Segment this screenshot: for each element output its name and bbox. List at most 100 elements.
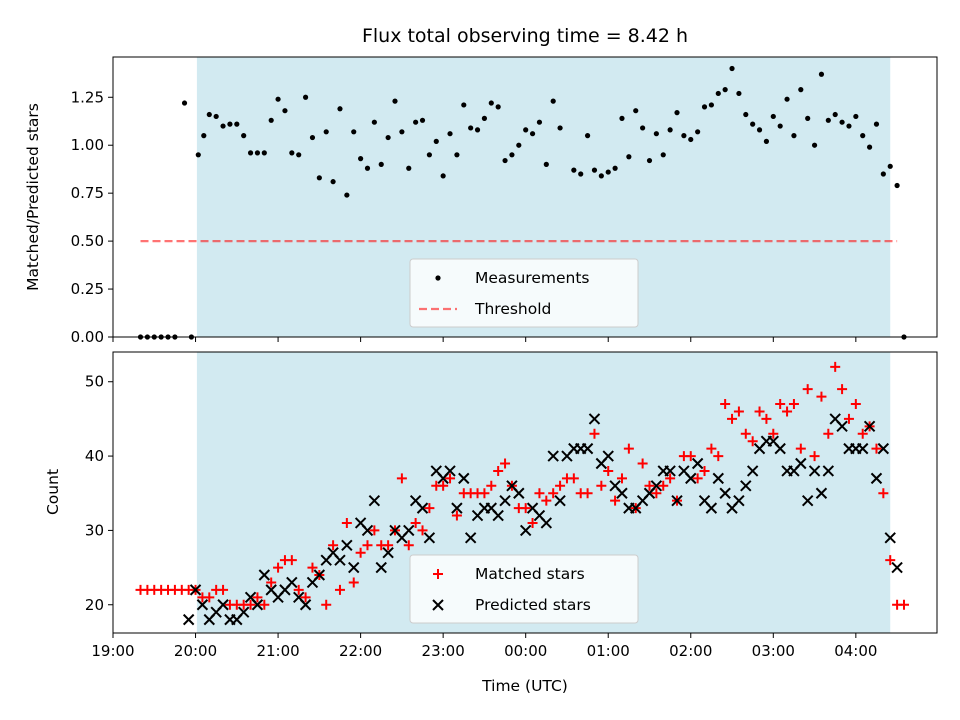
legend-key-predicted [432,599,444,611]
matched-star-point [775,399,786,410]
matched-star-point [300,592,311,603]
matched-star-point [341,517,352,528]
matched-star-point [527,517,538,528]
measurement-point [254,150,261,156]
matched-star-point [451,510,462,521]
x-tick-label: 19:00 [91,642,134,660]
measurement-point [660,152,666,158]
x-tick-label: 02:00 [669,642,712,660]
matched-star-point [706,443,717,454]
measurement-point [195,152,201,158]
matched-star-point [355,547,366,558]
measurement-point [612,165,618,171]
predicted-star-point [650,480,663,492]
measurement-point [832,111,838,118]
predicted-star-point [554,494,566,507]
measurement-point [818,71,825,77]
measurement-point [261,150,267,156]
predicted-star-point [348,561,360,574]
matched-star-point [665,473,676,484]
predicted-star-point [691,457,704,470]
measurement-point [784,96,790,102]
predicted-star-point [808,465,821,477]
measurement-point [750,121,756,127]
measurement-point [805,115,811,121]
measurement-point [729,65,735,72]
predicted-star-point [458,472,470,485]
predicted-star-point [519,524,532,537]
matched-star-point [293,584,304,595]
matched-star-point [610,495,621,506]
matched-star-point [898,599,909,610]
matched-star-point [871,443,882,454]
matched-star-point [740,428,751,439]
matched-star-point [809,451,820,462]
predicted-star-point [182,613,195,626]
predicted-star-point [795,457,807,470]
predicted-star-point [685,472,697,485]
measurement-point [640,125,646,131]
predicted-star-point [877,442,890,455]
matched-star-point [334,584,345,595]
top-y-axis-label: Matched/Predicted stars [24,103,42,291]
matched-star-point [850,399,861,410]
measurement-point [529,131,536,137]
predicted-star-point [719,487,731,499]
measurement-point [798,87,804,93]
measurement-point [873,121,880,127]
predicted-star-point [616,487,628,499]
matched-star-point [245,599,256,610]
predicted-star-point [492,509,504,522]
matched-star-point [479,488,490,499]
predicted-star-point [313,569,326,581]
predicted-star-point [540,517,553,529]
measurement-point [763,138,770,144]
predicted-star-point [237,606,250,618]
predicted-star-point [547,450,559,462]
measurement-point [454,152,460,158]
matched-star-point [555,480,566,491]
matched-star-point [823,428,834,439]
measurement-point [440,173,446,179]
measurement-point [743,111,749,118]
predicted-star-point [499,494,511,507]
predicted-star-point [801,494,814,507]
measurement-point [825,117,831,123]
matched-star-point [403,540,414,551]
measurement-point [756,127,763,133]
matched-star-point [768,428,779,439]
matched-star-point [348,577,359,588]
predicted-star-point [733,494,745,507]
matched-star-point [266,577,277,588]
measurement-point [584,133,591,139]
measurement-point [894,182,900,189]
legend-label: Threshold [474,300,551,318]
predicted-star-point [712,472,724,485]
predicted-star-point [884,532,896,544]
measurement-point [426,152,432,158]
matched-star-point [747,436,758,447]
matched-star-point [782,406,793,417]
figure-title: Flux total observing time = 8.42 h [362,25,688,47]
measurement-point [419,117,426,123]
measurement-point [495,104,501,110]
matched-star-point [438,480,449,491]
matched-star-point [754,406,765,417]
measurement-point [385,134,391,141]
predicted-star-point [286,576,298,589]
x-tick-label: 04:00 [834,642,877,660]
measurement-point [708,102,714,108]
measurement-point [846,123,852,129]
predicted-star-point [334,554,346,566]
matched-star-point [534,488,545,499]
matched-star-point [733,406,744,417]
matched-star-point [802,384,813,395]
y-tick-label: 1.00 [71,136,104,154]
predicted-star-point [774,442,786,455]
matched-star-point [328,540,339,551]
matched-star-point [692,473,703,484]
measurement-point [722,87,728,93]
matched-star-point [878,488,889,499]
measurement-point [351,129,357,135]
matched-star-point [520,503,531,514]
